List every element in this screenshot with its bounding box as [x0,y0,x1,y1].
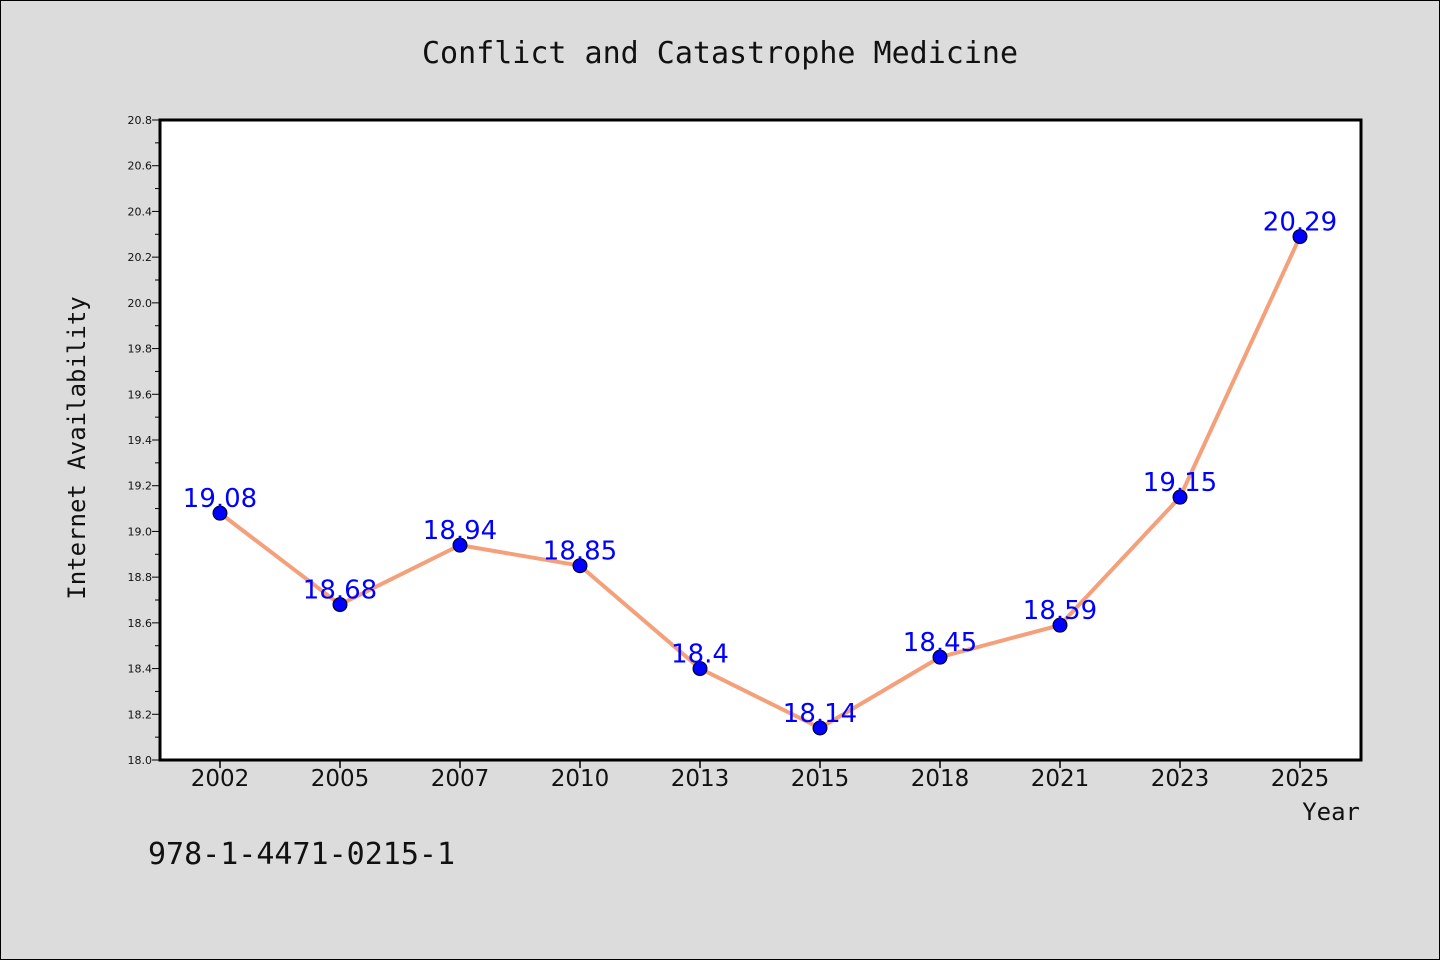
x-tick-label: 2023 [1151,766,1210,792]
x-tick-label: 2015 [791,766,850,792]
y-tick-label: 18.8 [128,571,153,584]
data-point [932,649,948,665]
x-tick-label: 2010 [551,766,610,792]
data-label: 18.4 [671,640,729,670]
data-label: 18.14 [783,699,857,729]
data-point [812,720,828,736]
data-point [212,505,228,521]
y-tick-label: 19.8 [128,343,153,356]
data-label: 19.15 [1143,468,1217,498]
y-tick-label: 18.6 [128,617,153,630]
y-tick-label: 19.4 [128,434,153,447]
y-tick-label: 20.6 [128,160,153,173]
data-point [452,537,468,553]
data-point [1172,489,1188,505]
x-tick-label: 2018 [911,766,970,792]
y-tick-label: 20.0 [128,297,153,310]
y-tick-label: 19.0 [128,525,153,538]
series-line [218,235,1302,730]
data-label: 18.68 [303,576,377,606]
y-tick-label: 18.2 [128,708,153,721]
data-point [572,558,588,574]
x-axis-label: Year [1302,798,1360,826]
data-point [692,661,708,677]
data-label: 20.29 [1263,208,1337,238]
isbn-text: 978-1-4471-0215-1 [148,837,455,872]
x-tick-label: 2002 [191,766,250,792]
data-point [332,597,348,613]
y-axis-label: Internet Availability [63,296,91,599]
x-tick-label: 2013 [671,766,730,792]
y-tick-label: 20.2 [128,251,153,264]
data-label: 18.94 [423,516,497,546]
data-label: 19.08 [183,484,257,514]
data-label: 18.59 [1023,596,1097,626]
x-tick-label: 2007 [431,766,490,792]
series-line-group: 19.08 18.68 18.94 18.85 18.4 18.14 18.45 18.59 1… [183,208,1337,736]
y-tick-label: 20.4 [128,205,153,218]
y-tick-label: 19.6 [128,388,153,401]
x-axis: 2002 2005 2007 2010 2013 2015 2018 2021 2023 2025 [191,760,1330,792]
y-tick-label: 19.2 [128,480,153,493]
y-axis: 18.0 18.2 18.4 18.6 18.8 19.0 19.2 19.4 19.6 19.8… [128,114,160,767]
x-tick-label: 2021 [1031,766,1090,792]
x-tick-label: 2025 [1271,766,1330,792]
y-tick-label: 18.4 [128,663,153,676]
data-label: 18.45 [903,628,977,658]
x-tick-label: 2005 [311,766,370,792]
y-tick-label: 20.8 [128,114,153,127]
data-point [1052,617,1068,633]
data-label: 18.85 [543,537,617,567]
plot-area [158,118,1363,762]
data-point [1292,229,1308,245]
y-tick-label: 18.0 [128,754,153,767]
chart-title: Conflict and Catastrophe Medicine [422,36,1018,71]
